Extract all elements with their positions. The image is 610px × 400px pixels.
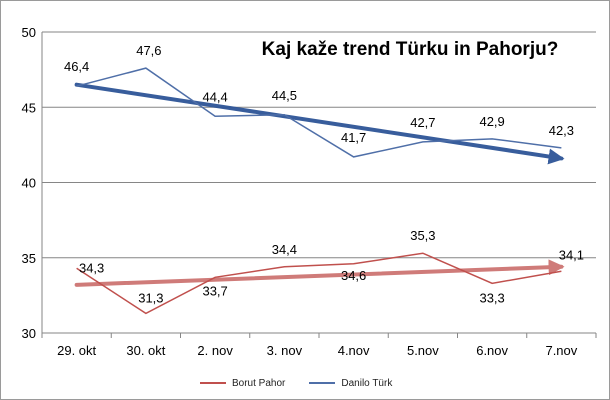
data-label: 42,3 [549,123,574,138]
x-tick-label: 6.nov [476,343,508,358]
legend-label-turk: Danilo Türk [341,377,393,389]
legend-item-pahor: Borut Pahor [200,378,285,389]
y-tick-label: 40 [22,176,36,191]
x-tick-label: 2. nov [197,343,233,358]
data-label: 47,6 [136,43,161,58]
x-tick-label: 29. okt [57,343,96,358]
data-label: 44,5 [272,88,297,103]
data-label: 31,3 [138,290,163,305]
legend-label-pahor: Borut Pahor [232,377,286,389]
legend-item-turk: Danilo Türk [309,378,392,389]
x-tick-label: 4.nov [338,343,370,358]
data-label: 46,4 [64,59,89,74]
y-tick-label: 50 [22,25,36,40]
series-line-turk [76,67,562,158]
data-label: 33,7 [202,283,227,298]
x-tick-label: 5.nov [407,343,439,358]
data-label: 34,3 [79,260,104,275]
series-line-pahor [76,252,562,315]
y-tick-label: 35 [22,251,36,266]
data-label: 44,4 [202,89,227,104]
x-tick-label: 3. nov [267,343,303,358]
data-label: 34,1 [559,247,584,262]
trend-line-turk [74,82,565,165]
data-label: 34,6 [341,268,366,283]
chart-title: Kaj kaže trend Türku in Pahorju? [262,39,559,60]
trend-line-pahor [74,259,565,287]
y-tick-label: 45 [22,100,36,115]
data-label: 42,7 [410,115,435,130]
legend-swatch-pahor [200,382,226,384]
legend-swatch-turk [309,382,336,384]
data-label: 41,7 [341,130,366,145]
data-label: 42,9 [479,114,504,129]
data-label: 35,3 [410,228,435,243]
legend: Borut Pahor Danilo Türk [200,374,416,392]
y-tick-label: 30 [22,326,36,341]
data-label: 34,4 [272,242,297,257]
x-tick-label: 30. okt [126,343,165,358]
data-label: 33,3 [479,290,504,305]
x-tick-label: 7.nov [545,343,577,358]
